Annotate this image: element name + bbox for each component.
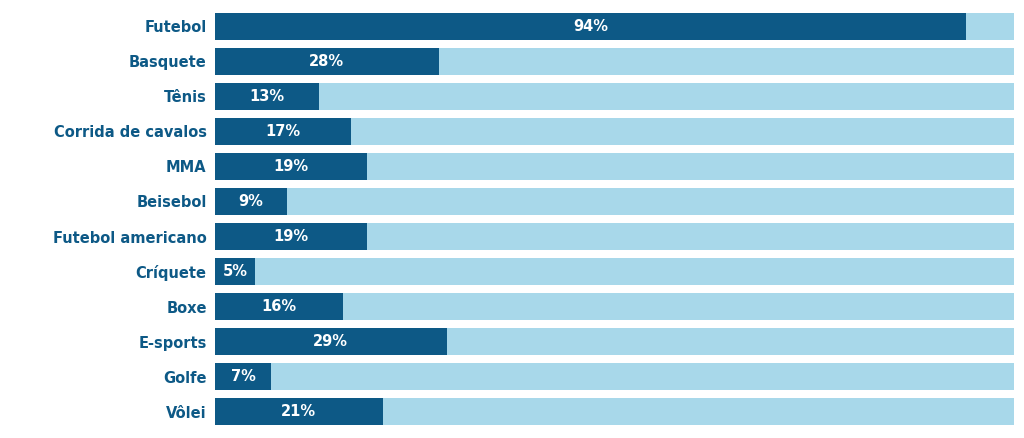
Text: 29%: 29% [313,334,348,349]
Bar [215,48,438,75]
Text: 19%: 19% [273,229,308,244]
Bar [215,13,966,40]
Bar [215,363,271,390]
Bar [215,398,383,425]
Bar [215,13,1014,40]
Text: 9%: 9% [239,194,263,209]
Bar [215,293,343,320]
Bar [215,188,287,215]
Bar [215,223,367,250]
Bar [215,328,1014,355]
Text: 94%: 94% [573,19,608,34]
Bar [215,83,1014,110]
Bar [215,223,1014,250]
Bar [215,153,1014,180]
Text: 17%: 17% [265,124,300,139]
Bar [215,293,1014,320]
Bar [215,118,1014,145]
Bar [215,48,1014,75]
Bar [215,118,351,145]
Bar [215,153,367,180]
Bar [215,258,1014,285]
Text: 28%: 28% [309,54,344,69]
Bar [215,83,318,110]
Bar [215,328,446,355]
Bar [215,363,1014,390]
Bar [215,258,255,285]
Text: 5%: 5% [222,264,248,279]
Text: 16%: 16% [261,299,297,314]
Text: 13%: 13% [250,89,285,104]
Text: 19%: 19% [273,159,308,174]
Text: 7%: 7% [230,369,255,384]
Bar [215,398,1014,425]
Bar [215,188,1014,215]
Text: 21%: 21% [282,404,316,419]
